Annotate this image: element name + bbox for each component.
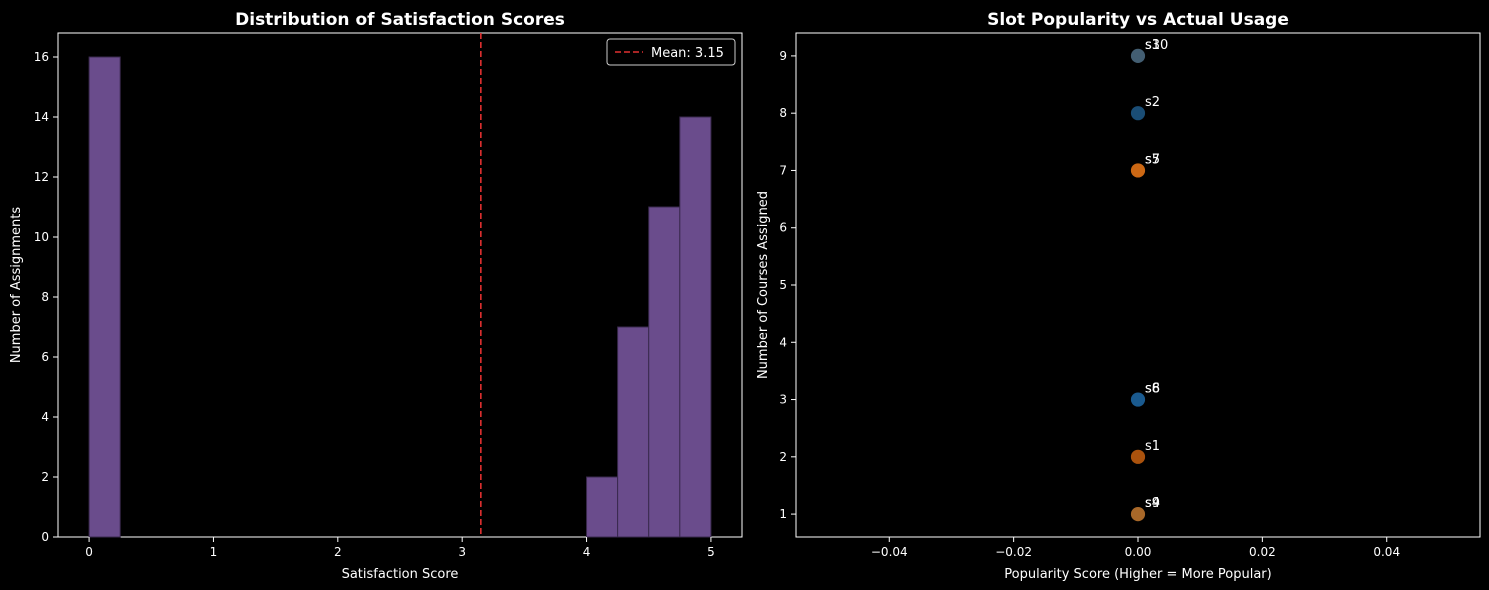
scatter-point <box>1130 105 1146 122</box>
histogram-x-label: Satisfaction Score <box>342 567 459 582</box>
x-tick-label: 5 <box>707 545 715 559</box>
point-label: s7 <box>1145 152 1160 167</box>
x-tick-label: −0.02 <box>995 545 1032 559</box>
histogram-y-label: Number of Assignments <box>9 207 24 364</box>
x-tick-label: 4 <box>583 545 591 559</box>
point-label: s2 <box>1145 95 1160 110</box>
scatter-y-label: Number of Courses Assigned <box>756 191 771 379</box>
histogram-bar <box>586 476 619 538</box>
point-label: s1 <box>1145 439 1160 454</box>
point-label: s4 <box>1145 496 1160 511</box>
histogram-title: Distribution of Satisfaction Scores <box>235 10 565 30</box>
legend-mean-label: Mean: 3.15 <box>651 46 724 61</box>
y-tick-label: 14 <box>34 110 49 124</box>
point-label: s8 <box>1145 382 1160 397</box>
y-tick-label: 9 <box>779 49 787 63</box>
y-tick-label: 0 <box>41 530 49 544</box>
point-label: s6 <box>1145 382 1160 397</box>
y-tick-label: 16 <box>34 50 49 64</box>
y-tick-label: 8 <box>779 106 787 120</box>
x-tick-label: 0.04 <box>1373 545 1400 559</box>
y-tick-label: 10 <box>34 230 49 244</box>
y-tick-label: 4 <box>779 335 787 349</box>
x-tick-label: 0.00 <box>1125 545 1152 559</box>
y-tick-label: 3 <box>779 393 787 407</box>
scatter-point <box>1130 448 1146 465</box>
x-tick-label: 2 <box>334 545 342 559</box>
histogram-legend: Mean: 3.15 <box>606 38 736 66</box>
point-label: s3 <box>1145 38 1160 53</box>
point-label: s10 <box>1145 38 1168 53</box>
x-tick-label: 0.02 <box>1249 545 1276 559</box>
y-tick-label: 4 <box>41 410 49 424</box>
y-tick-label: 2 <box>41 470 49 484</box>
point-label: s9 <box>1145 496 1160 511</box>
x-tick-label: 3 <box>458 545 466 559</box>
y-tick-label: 5 <box>779 278 787 292</box>
scatter-point <box>1130 506 1146 522</box>
histogram-bar <box>617 326 650 538</box>
x-tick-label: 0 <box>85 545 93 559</box>
scatter-title: Slot Popularity vs Actual Usage <box>987 10 1289 30</box>
scatter-point <box>1130 48 1146 64</box>
y-tick-label: 12 <box>34 170 49 184</box>
y-tick-label: 7 <box>779 163 787 177</box>
y-tick-label: 1 <box>779 507 787 521</box>
x-tick-label: 1 <box>210 545 218 559</box>
point-label: s5 <box>1145 152 1160 167</box>
scatter-x-label: Popularity Score (Higher = More Popular) <box>1004 567 1271 582</box>
y-tick-label: 6 <box>41 350 49 364</box>
y-tick-label: 6 <box>779 221 787 235</box>
legend-box <box>606 38 736 66</box>
histogram-bar <box>648 206 681 538</box>
scatter-point <box>1130 391 1146 408</box>
x-tick-label: −0.04 <box>871 545 908 559</box>
y-tick-label: 2 <box>779 450 787 464</box>
y-tick-label: 8 <box>41 290 49 304</box>
histogram-bar <box>88 56 121 538</box>
scatter-point <box>1130 162 1146 179</box>
histogram-bar <box>679 116 712 538</box>
